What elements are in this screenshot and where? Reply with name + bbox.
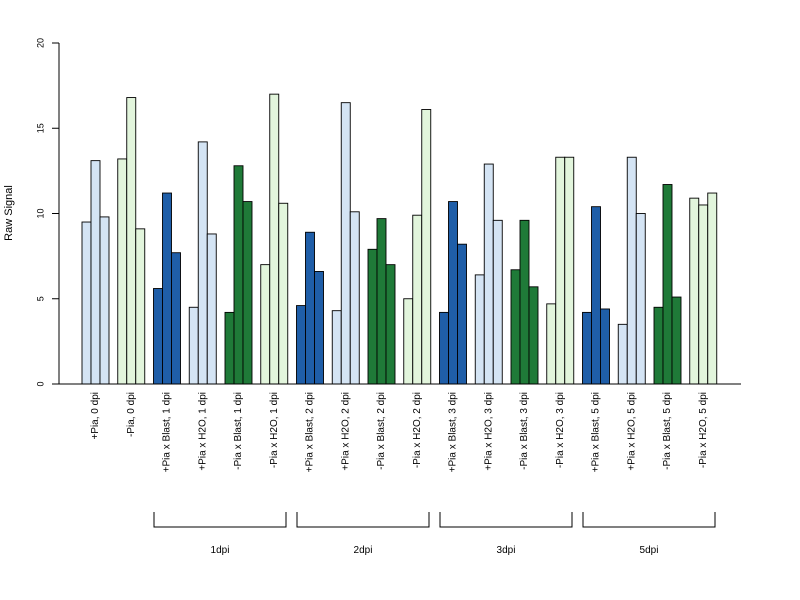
bar [349,211,360,385]
bar [296,305,306,385]
bar [162,192,172,385]
group-bracket [296,512,430,528]
bar [305,231,315,385]
bar [412,214,423,385]
bar [385,264,396,385]
group-label: 1dpi [211,545,230,556]
group-bracket [582,512,716,528]
bar [233,165,244,385]
x-tick-label: -Pia x Blast, 1 dpi [233,392,244,470]
bar [206,233,217,385]
bar [582,311,592,385]
bar [188,306,199,385]
bar [278,202,289,385]
group-label: 5dpi [640,545,659,556]
bar [269,93,280,385]
bar [99,216,110,385]
y-tick-label: 10 [35,208,45,218]
x-tick-label: +Pia x Blast, 3 dpi [448,392,459,472]
y-tick-label: 5 [35,296,45,301]
bar [528,286,539,385]
bar [153,288,163,385]
bar [564,156,575,385]
x-tick-label: +Pia, 0 dpi [90,392,101,440]
x-tick-label: +Pia x H2O, 3 dpi [483,392,494,471]
bar [340,102,351,385]
bar [519,219,530,385]
x-tick-labels: +Pia, 0 dpi -Pia, 0 dpi +Pia x Blast, 1 dp… [90,392,709,472]
x-tick-label: -Pia x H2O, 3 dpi [555,392,566,468]
bar [421,109,432,385]
bar [510,269,521,385]
bar [707,192,718,385]
y-tick-label: 0 [35,381,45,386]
bar [439,311,449,385]
y-tick-label: 20 [35,38,45,48]
group-label: 3dpi [497,545,516,556]
bar [224,311,235,385]
bar [555,156,566,385]
group-bracket [439,512,573,528]
bar [546,303,557,385]
x-tick-label: -Pia x H2O, 5 dpi [698,392,709,468]
bar [474,274,485,385]
bar [81,221,92,385]
x-tick-label: -Pia x H2O, 1 dpi [269,392,280,468]
bar [698,204,709,385]
x-tick-label: +Pia x H2O, 5 dpi [626,392,637,471]
x-tick-label: +Pia x Blast, 1 dpi [162,392,173,472]
bar [617,323,628,385]
x-tick-label: +Pia x Blast, 5 dpi [591,392,602,472]
x-tick-label: +Pia x Blast, 2 dpi [305,392,316,472]
bar [260,264,271,385]
group-bracket [153,512,287,528]
bar [483,163,494,385]
bar [689,197,700,385]
bar [135,228,146,385]
x-tick-label: -Pia, 0 dpi [126,392,137,437]
group-label: 2dpi [354,545,373,556]
bar [90,160,101,385]
bar [331,310,342,385]
x-tick-label: -Pia x Blast, 3 dpi [519,392,530,470]
bars [81,93,718,385]
bar [242,201,253,385]
bar [403,298,414,385]
bar [314,271,324,385]
bar [448,201,458,385]
x-tick-label: -Pia x H2O, 2 dpi [412,392,423,468]
bar [171,252,181,385]
bar [117,158,128,385]
bar [662,184,673,385]
bar [126,97,137,385]
x-tick-label: -Pia x Blast, 2 dpi [376,392,387,470]
x-tick-label: -Pia x Blast, 5 dpi [662,392,673,470]
x-tick-label: +Pia x H2O, 1 dpi [197,392,208,471]
bar [591,206,601,385]
x-tick-label: +Pia x H2O, 2 dpi [340,392,351,471]
y-axis: 0 5 10 15 20 [35,38,60,387]
bar [376,218,387,385]
bar [197,141,208,385]
group-brackets: 1dpi 2dpi 3dpi 5dpi [153,512,716,556]
bar [600,308,610,385]
bar [457,243,467,385]
bar [653,306,664,385]
bar [492,219,503,385]
bar [671,296,682,385]
y-axis-label: Raw Signal [3,185,15,241]
y-tick-label: 15 [35,123,45,133]
bar [635,213,646,385]
bar [367,248,378,385]
bar [626,156,637,385]
